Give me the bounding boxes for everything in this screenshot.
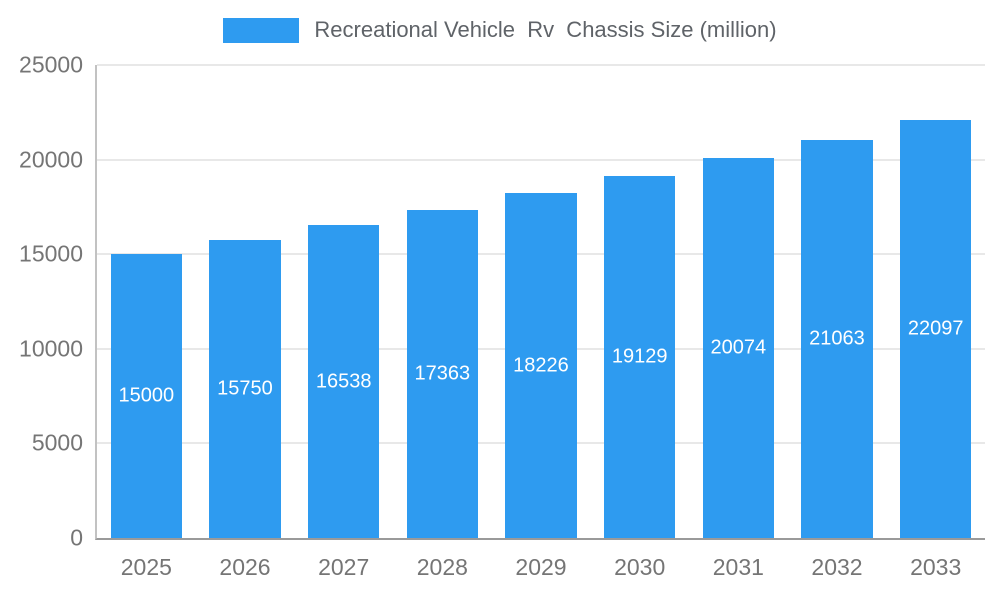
bar-2033[interactable]: 22097 xyxy=(900,119,972,538)
y-tick-label: 5000 xyxy=(31,429,83,456)
x-tick-label: 2032 xyxy=(811,554,863,580)
plot-area: 0 5000 10000 15000 20000 25000 15000 2025 15750 2… xyxy=(19,52,985,580)
bar-2030[interactable]: 19129 xyxy=(604,176,676,538)
bar-2026[interactable]: 15750 xyxy=(209,240,281,538)
bar-value-label: 21063 xyxy=(809,327,865,350)
bar-value-label: 17363 xyxy=(414,362,471,385)
bar-value-label: 15000 xyxy=(118,384,175,407)
bar-value-label: 15750 xyxy=(217,377,273,400)
bar-value-label: 19129 xyxy=(611,345,668,368)
x-tick-label: 2029 xyxy=(515,554,567,580)
gridline xyxy=(97,64,985,66)
x-tick-label: 2031 xyxy=(712,554,764,580)
y-tick-label: 0 xyxy=(70,524,83,551)
x-tick-label: 2026 xyxy=(219,554,271,580)
legend-swatch-icon xyxy=(223,17,300,43)
y-tick-label: 20000 xyxy=(19,146,83,173)
x-tick-label: 2028 xyxy=(416,554,468,580)
y-tick-label: 15000 xyxy=(19,240,83,267)
gridline xyxy=(97,158,985,161)
x-tick-label: 2025 xyxy=(120,554,172,580)
bar-2029[interactable]: 18226 xyxy=(505,193,577,538)
bar-2028[interactable]: 17363 xyxy=(406,209,478,538)
bar-value-label: 20074 xyxy=(710,336,767,359)
bar-value-label: 22097 xyxy=(907,317,964,340)
y-tick-label: 10000 xyxy=(19,335,83,362)
chart-legend: Recreational Vehicle Rv Chassis Size (mi… xyxy=(0,16,1000,44)
bar-2031[interactable]: 20074 xyxy=(702,158,774,538)
bar-value-label: 18226 xyxy=(513,354,569,377)
x-tick-label: 2030 xyxy=(614,554,666,580)
x-tick-label: 2033 xyxy=(910,554,962,580)
bar-value-label: 16538 xyxy=(315,370,372,393)
bar-2027[interactable]: 16538 xyxy=(308,225,380,538)
x-tick-label: 2027 xyxy=(318,554,370,580)
y-tick-label: 25000 xyxy=(19,51,83,78)
chart-title: Recreational Vehicle Rv Chassis Size (mi… xyxy=(314,17,777,42)
bar-2032[interactable]: 21063 xyxy=(801,139,873,538)
bar-2025[interactable]: 15000 xyxy=(110,254,182,538)
